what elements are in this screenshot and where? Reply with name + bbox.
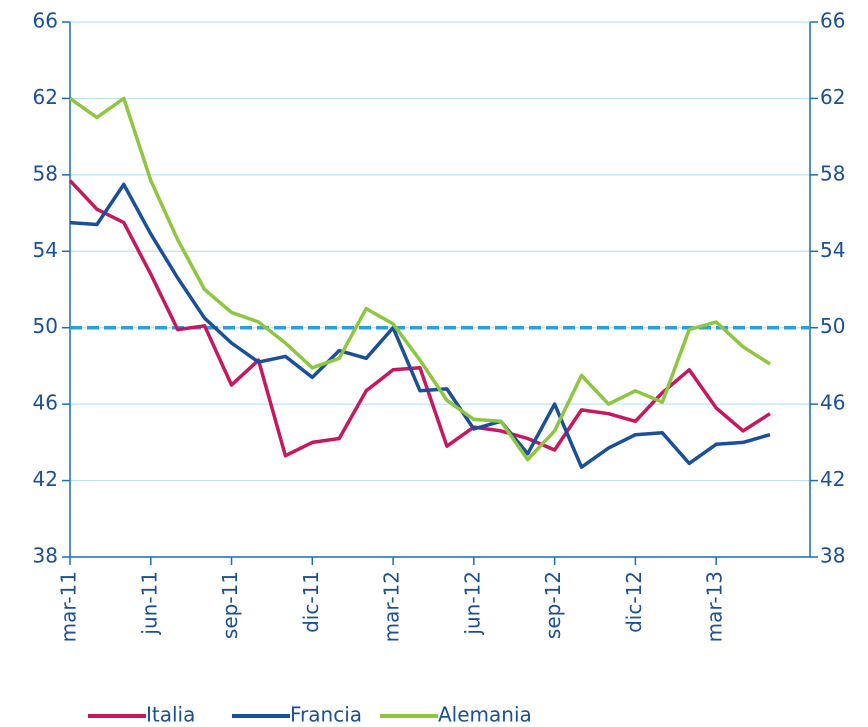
x-tick-label: jun-11 (137, 571, 161, 636)
series-line (68, 96, 771, 462)
y2-tick-label: 66 (820, 9, 845, 33)
series-line (68, 179, 771, 458)
y2-tick-label: 50 (820, 314, 845, 338)
x-tick-label: mar-11 (57, 571, 81, 642)
legend-label: Alemania (438, 703, 532, 727)
y-tick-label: 38 (33, 544, 58, 568)
y-tick-label: 58 (33, 161, 58, 185)
y2-tick-label: 54 (820, 238, 845, 262)
y2-tick-label: 58 (820, 161, 845, 185)
legend-item: Alemania (380, 703, 532, 727)
x-tick-label: dic-12 (622, 571, 646, 633)
series-line (69, 182, 771, 469)
x-tick-label: jun-12 (460, 571, 484, 636)
legend-label: Italia (146, 703, 195, 727)
x-tick-label: sep-11 (218, 571, 242, 639)
y-tick-label: 66 (33, 9, 58, 33)
x-tick-label: dic-11 (299, 571, 323, 633)
y2-tick-label: 46 (820, 391, 845, 415)
legend-label: Francia (290, 703, 362, 727)
y2-tick-label: 62 (820, 85, 845, 109)
y-tick-label: 54 (33, 238, 58, 262)
y2-tick-label: 38 (820, 544, 845, 568)
x-tick-label: mar-12 (380, 571, 404, 642)
x-tick-label: mar-13 (703, 571, 727, 642)
y-tick-label: 42 (33, 467, 58, 491)
y2-tick-label: 42 (820, 467, 845, 491)
legend-item: Italia (88, 703, 195, 727)
y-tick-label: 62 (33, 85, 58, 109)
legend-item: Francia (232, 703, 362, 727)
y-tick-label: 46 (33, 391, 58, 415)
y-tick-label: 50 (33, 314, 58, 338)
x-tick-label: sep-12 (541, 571, 565, 639)
